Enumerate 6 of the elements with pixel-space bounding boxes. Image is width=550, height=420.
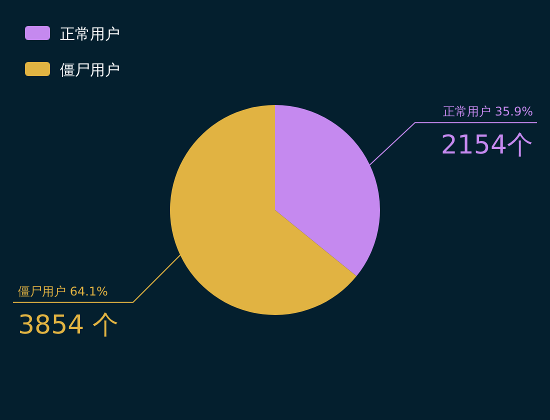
legend-label: 正常用户	[60, 25, 120, 43]
text: 正常用户 35.9%	[443, 104, 533, 119]
text: 僵尸用户 64.1%	[18, 284, 108, 298]
data-label: 2154个	[440, 130, 533, 161]
data-label: 3854 个	[18, 310, 118, 340]
legend-label: 僵尸用户	[60, 61, 120, 79]
